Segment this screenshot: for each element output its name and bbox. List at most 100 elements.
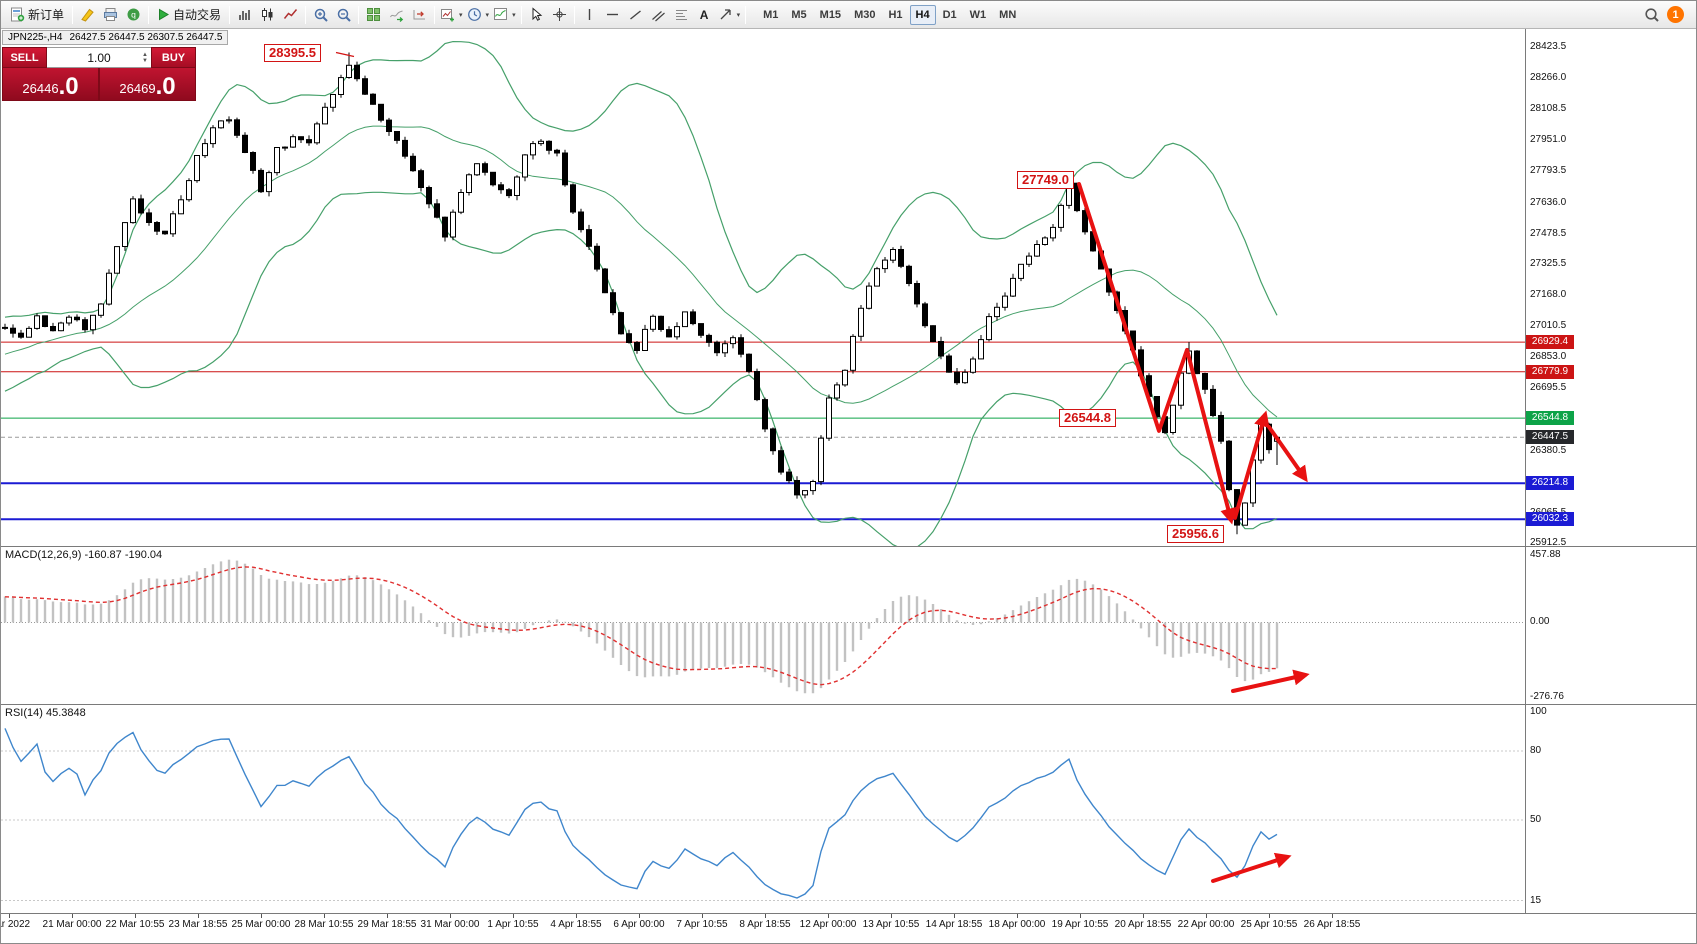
autotrading-button[interactable]: 自动交易 [152, 4, 226, 26]
horizontal-line-icon [606, 13, 618, 16]
timeframe-w1[interactable]: W1 [969, 8, 987, 21]
price-axis-label: 26853.0 [1530, 351, 1567, 363]
trendline-button[interactable] [624, 4, 647, 26]
toolbar-separator [573, 5, 575, 24]
arrows-tool-dropdown[interactable]: ▾ [716, 4, 743, 26]
time-axis-label: 22 Apr 00:00 [1177, 919, 1235, 930]
timeframe-m1[interactable]: M1 [763, 8, 779, 21]
timeframe-h4[interactable]: H4 [909, 4, 936, 25]
vertical-line-icon [588, 9, 590, 20]
price-chart-canvas[interactable] [1, 29, 1525, 546]
buy-price[interactable]: 26469.0 [99, 68, 196, 101]
chart-shift-button[interactable] [408, 4, 431, 26]
time-axis-tick [639, 914, 640, 918]
cursor-button[interactable] [525, 4, 548, 26]
timeframe-mn[interactable]: MN [999, 8, 1017, 21]
timeframe-m5[interactable]: M5 [791, 8, 807, 21]
notifications-badge[interactable]: 1 [1667, 6, 1684, 23]
time-axis-tick [513, 914, 514, 918]
bar-chart-button[interactable] [233, 4, 256, 26]
time-axis-label: 29 Mar 18:55 [357, 919, 417, 930]
price-axis-label: 26065.5 [1530, 507, 1566, 519]
sell-price[interactable]: 26446.0 [2, 68, 99, 101]
new-order-label: 新订单 [28, 8, 65, 22]
vertical-line-button[interactable] [578, 4, 601, 26]
zoom-in-button[interactable] [309, 4, 332, 26]
price-axis-label: 28423.5 [1530, 41, 1567, 52]
rsi-axis-label: 15 [1530, 894, 1542, 906]
toolbar-separator [148, 5, 150, 24]
volume-increase-button[interactable]: ▲ [142, 51, 148, 58]
price-callout[interactable]: 28395.5 [264, 43, 321, 62]
volume-decrease-button[interactable]: ▼ [142, 57, 148, 64]
zoom-out-icon [337, 8, 351, 22]
community-icon: q [127, 8, 140, 21]
crosshair-button[interactable] [548, 4, 571, 26]
toolbar-separator [305, 5, 307, 24]
candlestick-button[interactable] [256, 4, 279, 26]
price-callout[interactable]: 25956.6 [1167, 525, 1224, 544]
time-axis-label: 23 Mar 18:55 [168, 919, 228, 930]
time-axis-label: 13 Apr 10:55 [862, 919, 920, 930]
timeframe-m30[interactable]: M30 [854, 8, 876, 21]
sell-price-frac: .0 [58, 73, 79, 100]
print-button[interactable] [99, 4, 122, 26]
time-axis-tick [702, 914, 703, 918]
macd-label: MACD(12,26,9) -160.87 -190.04 [5, 549, 163, 561]
fibonacci-button[interactable] [670, 4, 693, 26]
search-button[interactable] [1640, 4, 1663, 26]
price-line-tag: 26447.5 [1526, 430, 1574, 445]
chart-title-tab[interactable]: JPN225-,H4 26427.5 26447.5 26307.5 26447… [2, 30, 229, 45]
macd-panel-splitter[interactable] [1, 546, 1696, 547]
arrow-tool-icon [720, 9, 731, 20]
new-chart-dropdown[interactable]: ▾ [438, 4, 465, 26]
time-axis-label: 28 Mar 10:55 [294, 919, 354, 930]
time-axis-label: 22 Mar 10:55 [105, 919, 165, 930]
new-order-button[interactable]: 新订单 [5, 4, 69, 26]
tile-windows-button[interactable] [362, 4, 385, 26]
rsi-canvas[interactable] [1, 705, 1525, 912]
zoom-out-button[interactable] [332, 4, 355, 26]
time-axis-label: 21 Mar 00:00 [42, 919, 102, 930]
price-axis-label: 28266.0 [1530, 72, 1567, 84]
sell-button[interactable]: SELL [2, 47, 47, 68]
volume-input[interactable]: 1.00 ▲ ▼ [47, 47, 151, 68]
time-axis-tick [1206, 914, 1207, 918]
line-chart-button[interactable] [279, 4, 302, 26]
time-axis-label: 8 Apr 18:55 [739, 919, 791, 930]
price-axis-label: 27478.5 [1530, 227, 1567, 239]
time-axis-label: 7 Apr 10:55 [676, 919, 728, 930]
price-callout[interactable]: 27749.0 [1017, 171, 1074, 190]
time-axis-tick [1017, 914, 1018, 918]
toolbar-separator [229, 5, 231, 24]
rsi-axis-label: 80 [1530, 745, 1542, 756]
search-icon [1644, 7, 1659, 22]
text-tool-button[interactable]: A [693, 4, 716, 26]
horizontal-line-button[interactable] [601, 4, 624, 26]
auto-scroll-button[interactable] [385, 4, 408, 26]
macd-canvas[interactable] [1, 547, 1525, 704]
community-button[interactable]: q [122, 4, 145, 26]
new-chart-icon [441, 9, 455, 22]
indicators-dropdown[interactable]: ▾ [491, 4, 518, 26]
channel-button[interactable] [647, 4, 670, 26]
time-axis-label: 20 Apr 18:55 [1114, 919, 1172, 930]
crosshair-icon [552, 8, 566, 21]
price-callout[interactable]: 26544.8 [1059, 409, 1116, 428]
chevron-down-icon: ▾ [736, 11, 741, 19]
timeframe-h1[interactable]: H1 [888, 8, 903, 21]
chart-ohlc-values: 26427.5 26447.5 26307.5 26447.5 [69, 32, 223, 43]
toolbar-separator [520, 5, 522, 24]
one-click-trading-panel: SELL 1.00 ▲ ▼ BUY 26446.0 26469.0 [2, 47, 196, 101]
buy-button[interactable]: BUY [151, 47, 196, 68]
periods-dropdown[interactable]: ▾ [465, 4, 492, 26]
timeframe-m15[interactable]: M15 [819, 8, 842, 21]
metaeditor-button[interactable] [76, 4, 99, 26]
toolbar-separator [72, 5, 74, 24]
chevron-down-icon: ▾ [512, 11, 516, 19]
chart-shift-icon [413, 10, 426, 20]
rsi-panel-splitter[interactable] [1, 704, 1696, 705]
timeframe-d1[interactable]: D1 [942, 8, 957, 21]
toolbar-separator [434, 5, 436, 24]
